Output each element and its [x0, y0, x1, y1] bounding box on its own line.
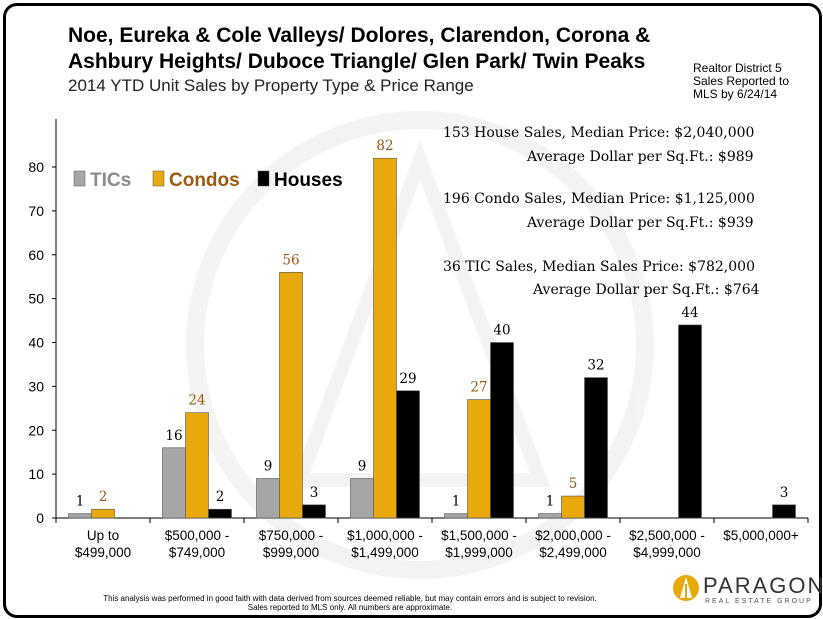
legend-label-condos: Condos [169, 170, 240, 191]
x-tick-label: $499,000 [75, 545, 131, 560]
data-label-condos: 82 [376, 138, 393, 154]
disclaimer-line-2: Sales reported to MLS only. All numbers … [247, 603, 453, 612]
data-label-tics: 9 [358, 459, 367, 475]
logo-tagline: REAL ESTATE GROUP [705, 598, 813, 605]
source-line-1: Realtor District 5 [693, 61, 782, 75]
data-label-houses: 40 [493, 323, 510, 339]
bar-houses [678, 324, 702, 519]
bar-tics [444, 513, 468, 519]
data-label-tics: 1 [452, 494, 461, 510]
y-tick-label: 30 [28, 378, 44, 394]
tic-sales-stat: 36 TIC Sales, Median Sales Price: $782,0… [443, 259, 755, 275]
x-tick-label: $999,000 [263, 545, 319, 560]
x-tick-label: Up to [87, 528, 119, 543]
bar-houses [584, 377, 608, 519]
logo-wordmark: PARAGON [703, 573, 823, 598]
bar-condos [467, 399, 491, 519]
data-label-houses: 32 [587, 358, 604, 374]
bar-houses [490, 342, 514, 519]
data-label-houses: 44 [681, 305, 698, 321]
x-tick-label: $750,000 - [259, 528, 324, 543]
y-tick-label: 0 [36, 510, 44, 526]
house-sales-stat: 153 House Sales, Median Price: $2,040,00… [443, 125, 755, 141]
legend-swatch-condos [152, 170, 165, 187]
data-label-condos: 5 [569, 476, 578, 492]
house-ppsf-stat: Average Dollar per Sq.Ft.: $989 [527, 149, 754, 165]
bar-condos [279, 271, 303, 519]
source-line-2: Sales Reported to [693, 74, 790, 88]
disclaimer: This analysis was performed in good fait… [60, 594, 640, 612]
data-label-houses: 3 [310, 485, 319, 501]
disclaimer-line-1: This analysis was performed in good fait… [103, 594, 597, 603]
chart-subtitle: 2014 YTD Unit Sales by Property Type & P… [68, 76, 474, 95]
data-label-condos: 2 [99, 489, 108, 505]
bar-tics [68, 513, 92, 519]
source-line-3: MLS by 6/24/14 [693, 87, 778, 101]
chart-title-line1: Noe, Eureka & Cole Valleys/ Dolores, Cla… [68, 24, 651, 47]
paragon-logo-icon [673, 575, 699, 601]
x-tick-label: $2,000,000 - [535, 528, 611, 543]
y-tick-label: 50 [28, 291, 44, 307]
watermark [186, 111, 654, 579]
condo-sales-stat: 196 Condo Sales, Median Price: $1,125,00… [443, 191, 755, 207]
data-label-condos: 27 [470, 380, 487, 396]
legend-label-houses: Houses [274, 170, 343, 191]
bar-houses [396, 390, 420, 519]
y-tick-label: 40 [28, 335, 44, 351]
bar-houses [208, 508, 232, 519]
x-tick-label: $2,499,000 [539, 545, 607, 560]
y-tick-label: 10 [28, 466, 44, 482]
legend-label-tics: TICs [90, 170, 131, 191]
y-tick-label: 70 [28, 203, 44, 219]
data-label-houses: 3 [780, 485, 789, 501]
legend-swatch-tics [73, 170, 86, 187]
data-label-houses: 2 [216, 489, 225, 505]
y-tick-label: 20 [28, 422, 44, 438]
bar-condos [561, 495, 585, 519]
data-label-tics: 1 [76, 494, 85, 510]
x-tick-label: $1,500,000 - [441, 528, 517, 543]
x-tick-label: $1,000,000 - [347, 528, 423, 543]
source-note: Realtor District 5 Sales Reported to MLS… [693, 62, 789, 101]
bar-houses [302, 504, 326, 519]
bar-houses [772, 504, 796, 519]
x-tick-label: $500,000 - [165, 528, 230, 543]
y-tick-label: 60 [28, 247, 44, 263]
bar-condos [185, 412, 209, 519]
chart-title-line2: Ashbury Heights/ Duboce Triangle/ Glen P… [68, 50, 646, 73]
bar-tics [256, 478, 280, 519]
bar-condos [373, 157, 397, 519]
data-label-condos: 56 [282, 252, 299, 268]
tic-ppsf-stat: Average Dollar per Sq.Ft.: $764 [533, 282, 760, 298]
data-label-tics: 1 [546, 494, 555, 510]
x-tick-label: $1,999,000 [445, 545, 513, 560]
data-label-condos: 24 [188, 393, 205, 409]
bar-tics [350, 478, 374, 519]
data-label-houses: 29 [399, 371, 416, 387]
data-label-tics: 16 [165, 428, 182, 444]
x-tick-label: $1,499,000 [351, 545, 419, 560]
x-tick-label: $4,999,000 [633, 545, 701, 560]
bar-condos [91, 508, 115, 519]
x-tick-label: $749,000 [169, 545, 225, 560]
x-tick-label: $2,500,000 - [629, 528, 705, 543]
y-tick-label: 80 [28, 159, 44, 175]
bar-tics [538, 513, 562, 519]
condo-ppsf-stat: Average Dollar per Sq.Ft.: $939 [527, 215, 754, 231]
data-label-tics: 9 [264, 459, 273, 475]
x-tick-label: $5,000,000+ [723, 528, 799, 543]
bar-tics [162, 447, 186, 519]
legend-swatch-houses [257, 170, 270, 187]
